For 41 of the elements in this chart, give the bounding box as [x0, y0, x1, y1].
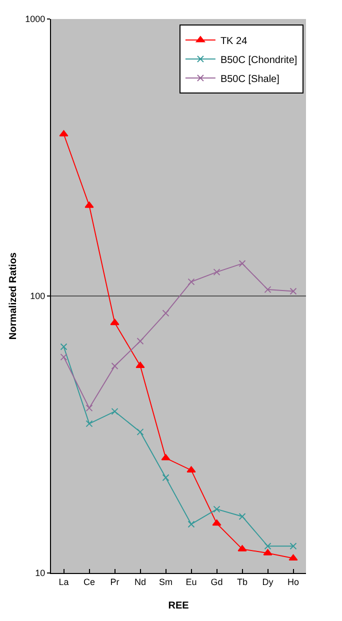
point [162, 310, 170, 317]
point [212, 519, 222, 526]
x-tick-label: La [58, 576, 69, 587]
point [188, 520, 195, 528]
x-axis-title: REE [168, 600, 190, 612]
point [136, 428, 144, 436]
point [213, 506, 220, 513]
point [264, 286, 272, 294]
point [86, 420, 93, 428]
point [288, 554, 298, 561]
point [60, 343, 68, 350]
point [290, 288, 297, 295]
point [110, 318, 120, 326]
point [290, 542, 297, 550]
x-tick-label: Tb [236, 576, 248, 587]
point [111, 408, 118, 415]
x-tick-label: Dy [262, 576, 274, 587]
x-tick-label: Pr [110, 576, 120, 587]
point [188, 278, 195, 286]
y-tick-label: 100 [30, 291, 46, 302]
y-tick-label: 1000 [25, 14, 46, 24]
x-tick-label: Ho [287, 576, 300, 587]
point [111, 362, 118, 370]
point [213, 268, 220, 276]
x-tick-label: Sm [159, 576, 172, 587]
y-tick-label: 10 [35, 568, 46, 578]
x-tick-label: Ce [83, 576, 96, 587]
point [238, 512, 246, 520]
x-tick-label: Eu [186, 576, 197, 587]
x-tick-label: Nd [134, 576, 146, 587]
legend-label: B50C [Shale] [220, 74, 280, 85]
y-axis-title: Normalized Ratios [8, 252, 20, 340]
point [136, 338, 144, 345]
point [238, 260, 246, 268]
point [86, 404, 93, 412]
point [264, 542, 272, 550]
x-tick-label: Gd [210, 576, 223, 587]
point [162, 474, 170, 482]
legend-label: TK 24 [220, 36, 248, 47]
legend-label: B50C [Chondrite] [220, 54, 298, 66]
point [60, 354, 68, 361]
